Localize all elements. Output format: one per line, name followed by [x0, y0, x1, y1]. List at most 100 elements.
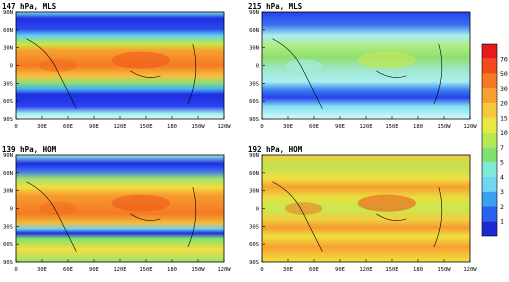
colorbar-label: 1 — [500, 218, 504, 226]
lat-label: 0 — [10, 64, 13, 70]
map-feature — [357, 51, 416, 69]
colorbar-frame — [481, 43, 498, 237]
lon-label: 120E — [359, 124, 372, 130]
lon-label: 90E — [89, 124, 99, 130]
colorbar-swatch — [482, 176, 497, 192]
lat-label: 60N — [249, 171, 259, 177]
lat-label: 60S — [3, 99, 13, 105]
lat-label: 60N — [3, 28, 13, 34]
colorbar-swatch — [482, 162, 497, 177]
lat-label: 30S — [3, 224, 13, 230]
panel-title: 139 hPa, HOM — [2, 145, 57, 154]
colorbar-label: 70 — [500, 55, 508, 63]
lat-label: 90N — [249, 153, 259, 159]
lon-label: 120W — [217, 124, 231, 130]
lat-label: 0 — [10, 207, 13, 213]
lon-label: 150W — [191, 267, 205, 273]
lat-label: 30N — [3, 189, 13, 195]
lat-label: 90S — [3, 260, 13, 266]
colorbar-label: 3 — [500, 188, 504, 196]
lon-label: 150E — [139, 124, 152, 130]
lon-label: 60E — [309, 124, 319, 130]
lon-label: 120E — [113, 267, 126, 273]
lon-label: 120E — [113, 124, 126, 130]
colorbar-swatch — [482, 44, 497, 59]
lon-label: 150W — [437, 267, 451, 273]
lon-label: 150E — [385, 124, 398, 130]
lat-label: 0 — [256, 64, 259, 70]
lat-label: 90N — [3, 153, 13, 159]
colorbar-swatch — [482, 103, 497, 118]
lon-label: 90E — [335, 124, 345, 130]
colorbar-label: 15 — [500, 114, 508, 122]
lon-label: 30E — [37, 124, 47, 130]
lon-label: 120W — [463, 267, 477, 273]
map-feature — [38, 59, 77, 72]
map-feature — [111, 194, 170, 212]
panel-title: 215 hPa, MLS — [248, 2, 303, 11]
colorbar-label: 4 — [500, 173, 504, 181]
lat-label: 60N — [249, 28, 259, 34]
map-feature — [357, 194, 416, 212]
lat-label: 30N — [249, 189, 259, 195]
coastline — [272, 38, 443, 109]
lon-label: 150W — [191, 124, 205, 130]
lat-label: 90S — [3, 117, 13, 123]
map-feature — [38, 202, 77, 215]
lat-label: 30S — [249, 81, 259, 87]
lon-label: 90E — [89, 267, 99, 273]
colorbar-swatch — [482, 88, 497, 104]
map-feature — [284, 202, 323, 215]
colorbar-label: 5 — [500, 159, 504, 167]
lon-label: 120W — [217, 267, 231, 273]
lon-label: 150E — [385, 267, 398, 273]
colorbar-swatch — [482, 117, 497, 133]
lat-label: 60S — [3, 242, 13, 248]
lon-label: 0 — [14, 124, 17, 130]
lat-label: 30N — [249, 46, 259, 52]
colorbar-swatch — [482, 58, 497, 74]
lat-label: 0 — [256, 207, 259, 213]
lat-label: 60S — [249, 242, 259, 248]
map-feature — [284, 59, 323, 72]
lon-label: 0 — [260, 267, 263, 273]
lat-label: 90N — [249, 10, 259, 16]
lon-label: 0 — [260, 124, 263, 130]
colorbar-swatch — [482, 147, 497, 163]
lat-label: 90S — [249, 117, 259, 123]
lon-label: 150E — [139, 267, 152, 273]
colorbar-swatch — [482, 73, 497, 89]
lon-label: 180 — [167, 124, 177, 130]
colorbar-label: 2 — [500, 203, 504, 211]
colorbar-label: 20 — [500, 100, 508, 108]
colorbar-swatch — [482, 221, 497, 236]
colorbar-label: 30 — [500, 85, 508, 93]
coastline — [272, 181, 443, 252]
lon-label: 30E — [283, 267, 293, 273]
lon-label: 180 — [413, 267, 423, 273]
colorbar-swatch — [482, 191, 497, 207]
panel-title: 192 hPa, HOM — [248, 145, 303, 154]
lon-label: 90E — [335, 267, 345, 273]
lon-label: 120W — [463, 124, 477, 130]
lon-label: 30E — [283, 124, 293, 130]
colorbar-swatch — [482, 206, 497, 222]
coastline — [26, 181, 197, 252]
colorbar-label: 50 — [500, 70, 508, 78]
coastline — [26, 38, 197, 109]
lon-label: 0 — [14, 267, 17, 273]
map-feature — [111, 51, 170, 69]
lon-label: 60E — [63, 267, 73, 273]
lat-label: 90S — [249, 260, 259, 266]
lon-label: 60E — [309, 267, 319, 273]
lon-label: 120E — [359, 267, 372, 273]
panel-title: 147 hPa, MLS — [2, 2, 57, 11]
colorbar-label: 7 — [500, 144, 504, 152]
lat-label: 60S — [249, 99, 259, 105]
lon-label: 180 — [413, 124, 423, 130]
lon-label: 30E — [37, 267, 47, 273]
lon-label: 180 — [167, 267, 177, 273]
lat-label: 60N — [3, 171, 13, 177]
lat-label: 30S — [249, 224, 259, 230]
